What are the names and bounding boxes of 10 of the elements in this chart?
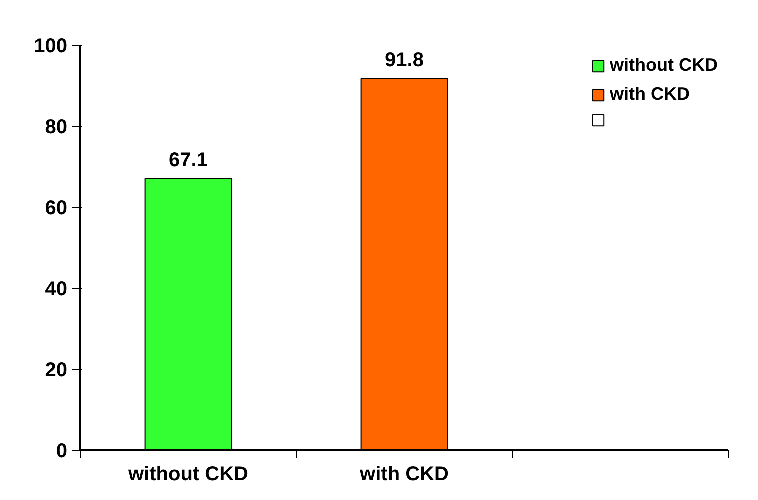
y-tick-label: 100: [34, 36, 68, 58]
y-tick-label: 80: [45, 116, 68, 138]
y-tick-label: 20: [45, 360, 68, 382]
legend-label: with CKD: [610, 84, 690, 105]
data-label: 91.8: [385, 50, 424, 72]
y-tick-label: 60: [45, 198, 68, 220]
legend-label: without CKD: [610, 55, 718, 76]
y-tick-label: 0: [56, 440, 68, 462]
y-tick-label: 40: [45, 278, 68, 300]
data-label: 67.1: [169, 150, 208, 172]
